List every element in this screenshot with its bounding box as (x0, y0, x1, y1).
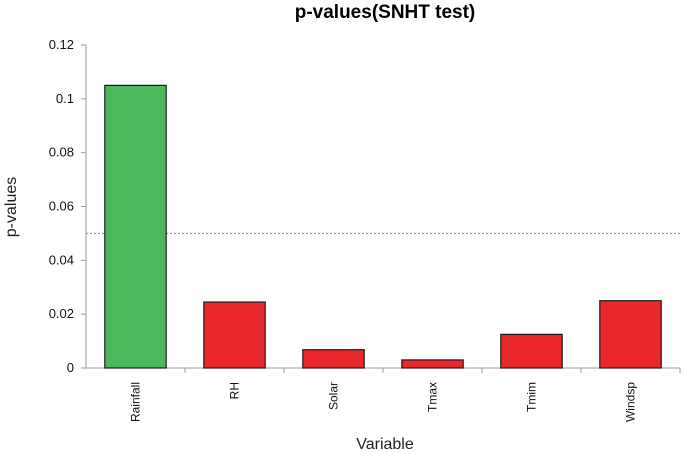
y-tick-label: 0.12 (49, 37, 74, 52)
y-tick-label: 0 (67, 360, 74, 375)
x-axis-label: Variable (356, 436, 414, 453)
y-tick-label: 0.1 (56, 91, 74, 106)
y-tick-label: 0.04 (49, 252, 74, 267)
y-axis-label: p-values (3, 177, 20, 237)
plot-area: 0 0.02 0.04 0.06 0.08 0.1 0.12 Rainfall RH Solar T… (49, 37, 681, 422)
x-tick-label: RH (228, 382, 242, 399)
y-tick-label: 0.08 (49, 145, 74, 160)
x-tick-label: Tmim (525, 382, 539, 412)
bar-tmim (500, 333, 563, 369)
y-tick-label: 0.02 (49, 306, 74, 321)
y-tick-label: 0.06 (49, 199, 74, 214)
bar-windsp (599, 300, 662, 369)
bar-rh (203, 301, 266, 369)
x-tick-label: Tmax (426, 382, 440, 412)
chart-title: p-values(SNHT test) (295, 2, 476, 23)
x-tick-label: Windsp (624, 382, 638, 422)
bar-solar (302, 349, 365, 369)
x-tick-label: Rainfall (129, 382, 143, 422)
bar-tmax (401, 359, 464, 369)
x-tick-label: Solar (327, 382, 341, 410)
bar-rainfall (104, 84, 167, 369)
